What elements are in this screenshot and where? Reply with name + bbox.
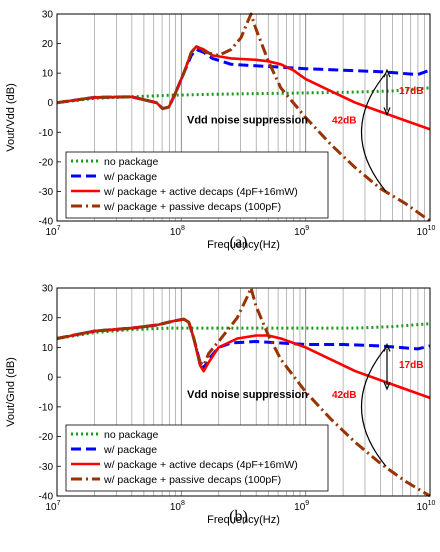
axes-frame xyxy=(56,287,431,497)
series-line-1 xyxy=(56,86,431,105)
legend-label-3: w/ package + active decaps (4pF+16mW) xyxy=(103,186,298,198)
y-tick-label: 30 xyxy=(42,10,54,21)
legend-label-4: w/ package + passive decaps (100pF) xyxy=(103,474,281,486)
y-tick-label: 20 xyxy=(42,313,54,324)
gap-arrow-42db xyxy=(360,72,387,192)
x-tick-exponent: 10 xyxy=(428,225,436,232)
arrow-head-down xyxy=(383,381,391,391)
legend-label-2: w/ package xyxy=(103,444,157,456)
x-axis-label: Frequency(Hz) xyxy=(207,239,280,251)
legend-label-3: w/ package + active decaps (4pF+16mW) xyxy=(103,459,298,471)
y-axis-label: Vout/Vdd (dB) xyxy=(5,83,17,152)
x-tick-exponent: 8 xyxy=(181,500,185,507)
x-axis-label: Frequency(Hz) xyxy=(207,514,280,526)
gap-arrow-42db xyxy=(360,347,387,467)
y-tick-label: 10 xyxy=(42,69,54,80)
legend-label-1: no package xyxy=(104,156,158,168)
series-line-4 xyxy=(56,12,431,223)
x-tick-label: 109 xyxy=(294,225,309,238)
x-tick-exponent: 9 xyxy=(305,500,309,507)
legend: no package w/ package w/ package + active … xyxy=(65,424,329,492)
x-tick-label: 107 xyxy=(45,500,60,513)
y-tick-label: 0 xyxy=(47,373,53,384)
gap-label-17db: 17dB xyxy=(399,360,423,371)
x-tick-exponent: 7 xyxy=(57,225,61,232)
y-tick-label: 20 xyxy=(42,39,54,50)
y-tick-label: -20 xyxy=(39,432,54,443)
y-tick-label: -10 xyxy=(39,402,54,413)
arrow-head-down xyxy=(383,107,391,117)
y-tick-label: 10 xyxy=(42,343,54,354)
y-tick-label: -40 xyxy=(39,492,54,503)
x-tick-base: 10 xyxy=(417,227,429,238)
suppression-label: Vdd noise suppression xyxy=(187,389,308,401)
x-tick-base: 10 xyxy=(45,227,57,238)
x-tick-base: 10 xyxy=(45,502,57,513)
legend-label-2: w/ package xyxy=(103,171,157,183)
y-axis-label: Vout/Gnd (dB) xyxy=(5,357,17,427)
x-tick-label: 1010 xyxy=(417,225,436,238)
x-tick-base: 10 xyxy=(170,502,182,513)
y-tick-label: -30 xyxy=(39,187,54,198)
y-tick-label: -20 xyxy=(39,157,54,168)
legend-label-4: w/ package + passive decaps (100pF) xyxy=(103,201,281,213)
gap-label-42db: 42dB xyxy=(332,115,356,126)
x-tick-base: 10 xyxy=(294,502,306,513)
series-line-1 xyxy=(56,322,431,340)
x-tick-exponent: 9 xyxy=(305,225,309,232)
figure-caption: (b) xyxy=(229,508,248,525)
x-tick-label: 107 xyxy=(45,225,60,238)
x-tick-exponent: 10 xyxy=(428,500,436,507)
y-tick-label: -30 xyxy=(39,462,54,473)
x-tick-label: 108 xyxy=(170,500,185,513)
figure-caption: (a) xyxy=(230,234,248,251)
x-tick-base: 10 xyxy=(417,502,429,513)
x-tick-base: 10 xyxy=(294,227,306,238)
legend-box xyxy=(65,151,329,219)
y-tick-label: 30 xyxy=(42,284,54,295)
gap-label-17db: 17dB xyxy=(399,86,423,97)
y-tick-label: -10 xyxy=(39,128,54,139)
axes-frame xyxy=(56,13,431,222)
x-tick-label: 1010 xyxy=(417,500,436,513)
x-tick-exponent: 8 xyxy=(181,225,185,232)
y-tick-label: 0 xyxy=(47,98,53,109)
gap-label-42db: 42dB xyxy=(332,390,356,401)
x-tick-label: 108 xyxy=(170,225,185,238)
suppression-label: Vdd noise suppression xyxy=(187,114,308,126)
x-tick-label: 109 xyxy=(294,500,309,513)
legend: no package w/ package w/ package + active … xyxy=(65,151,329,219)
x-tick-exponent: 7 xyxy=(57,500,61,507)
y-tick-label: -40 xyxy=(39,217,54,228)
x-tick-base: 10 xyxy=(170,227,182,238)
legend-box xyxy=(65,424,329,492)
legend-label-1: no package xyxy=(104,429,158,441)
